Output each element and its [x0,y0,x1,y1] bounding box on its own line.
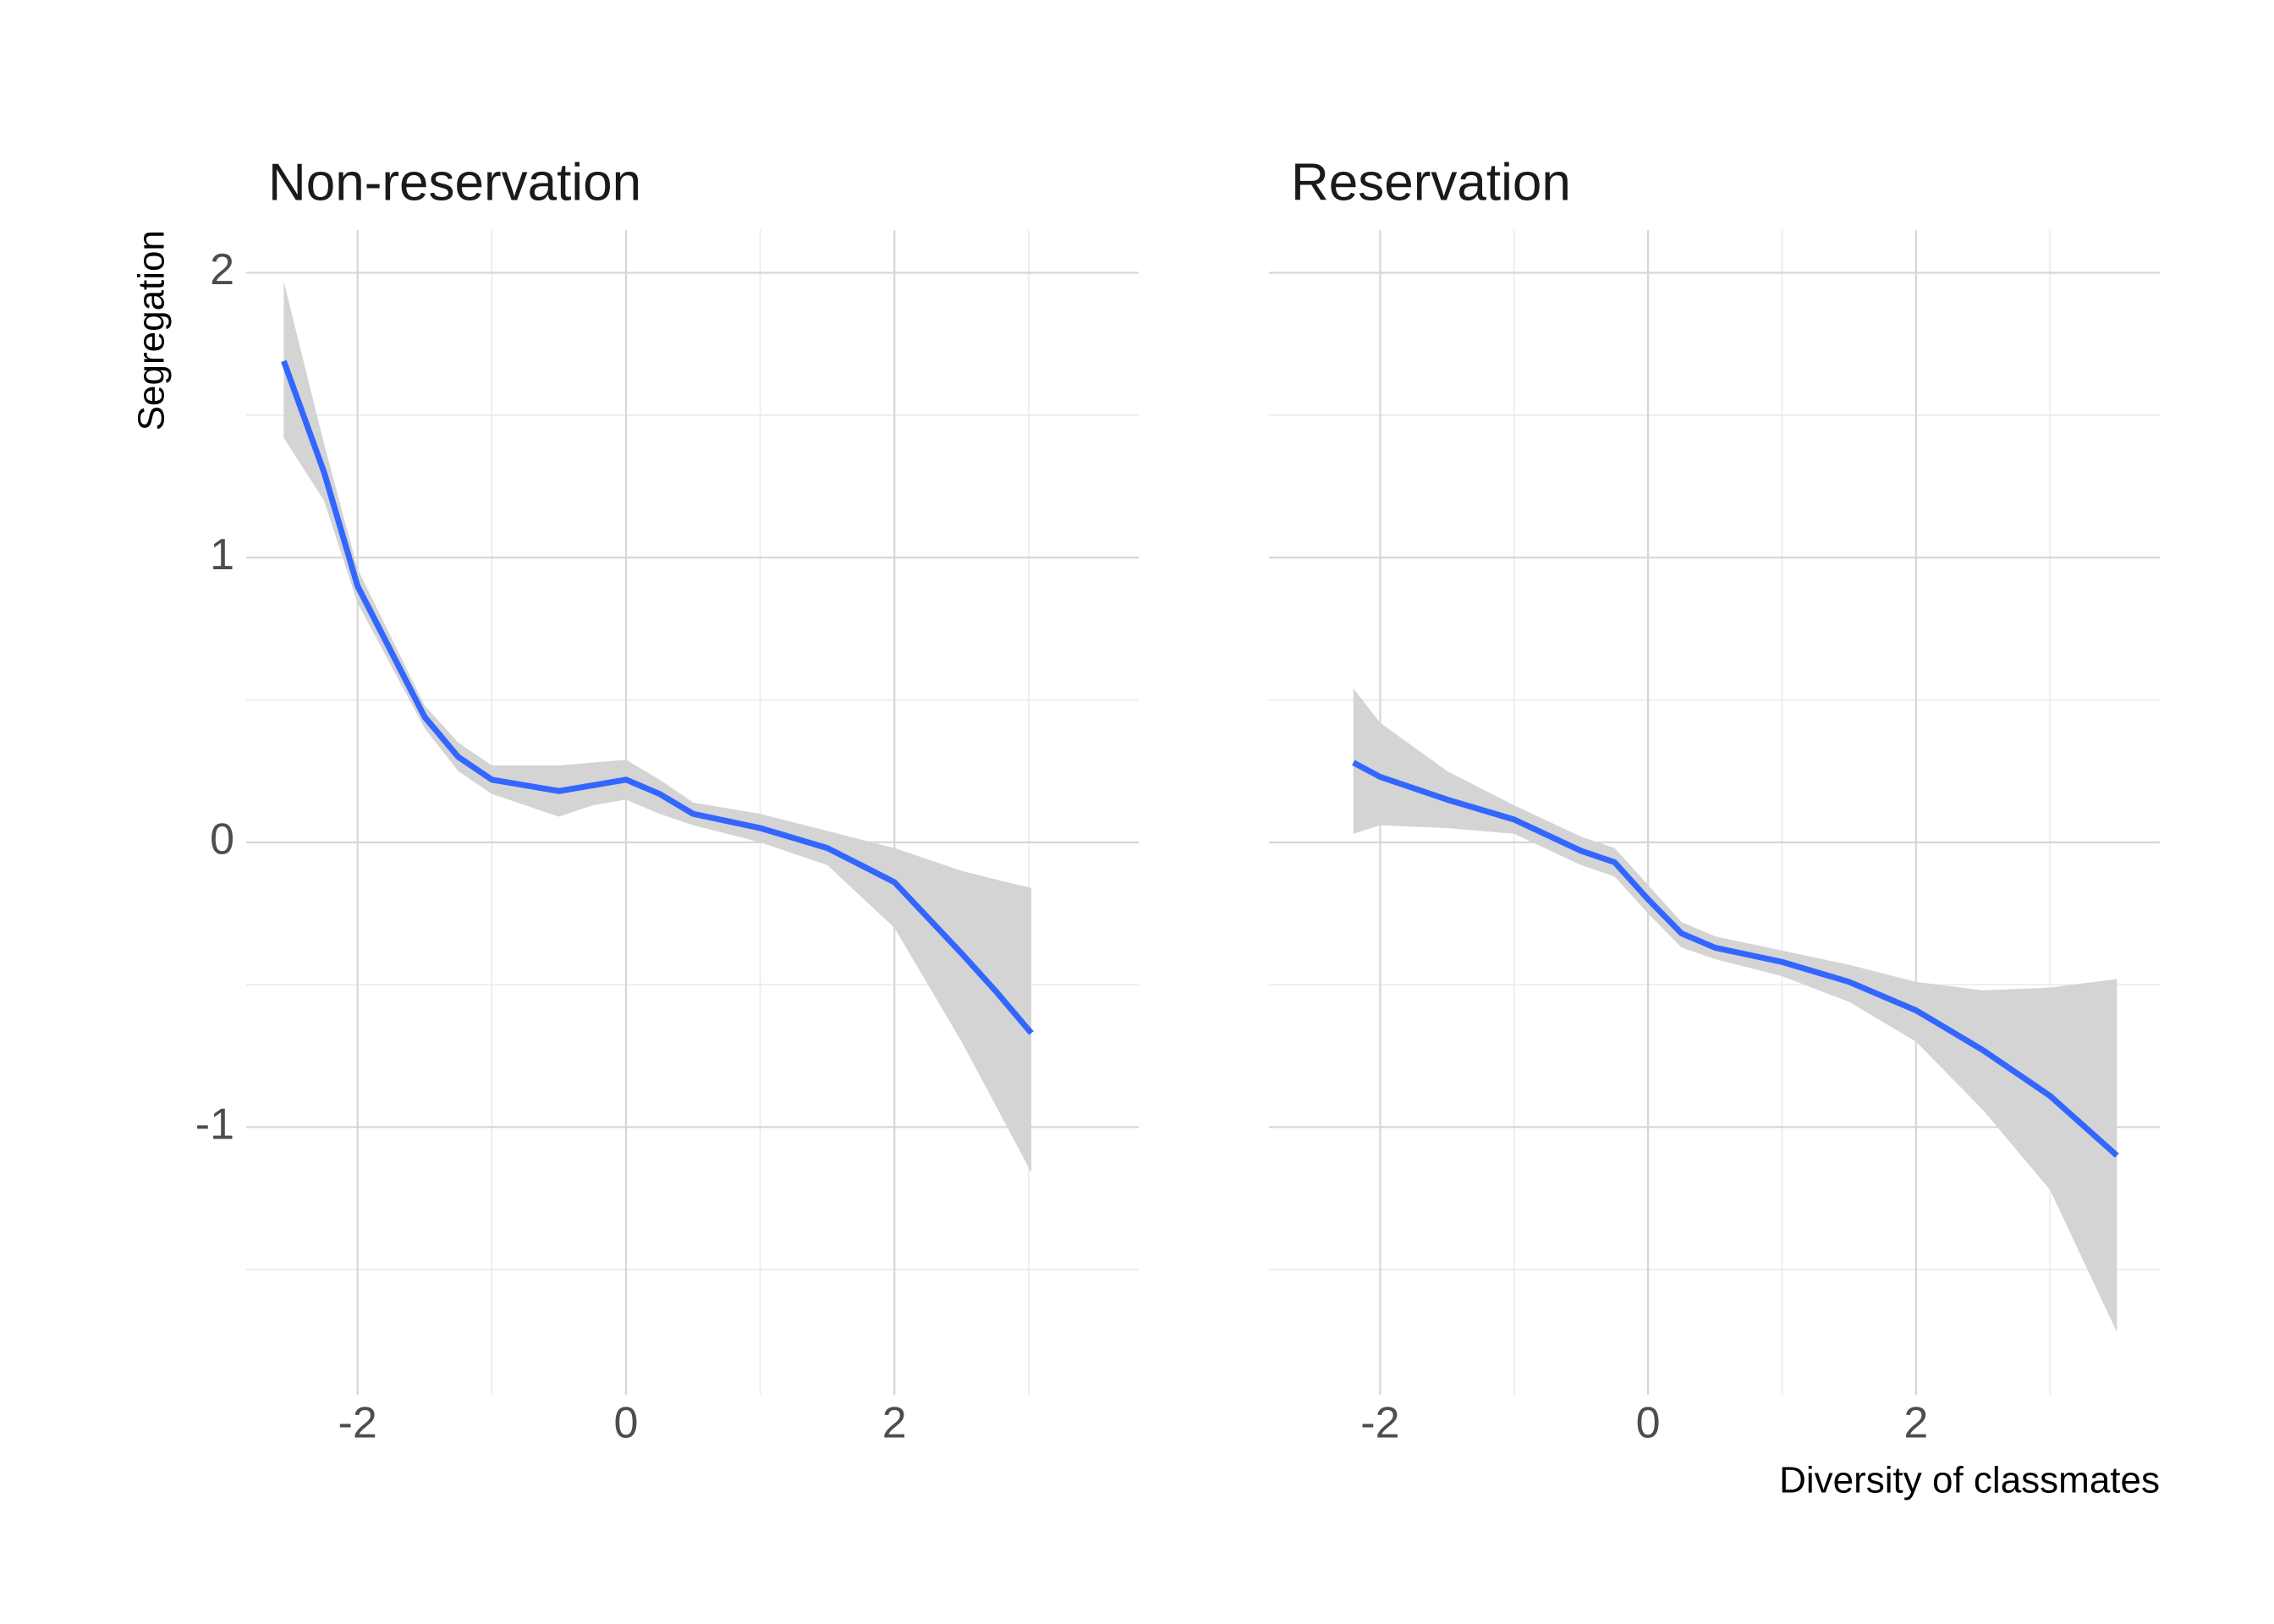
x-axis-title: Diversity of classmates [1779,1460,2160,1501]
confidence-band [1353,689,2117,1332]
x-tick-label: 0 [614,1399,639,1448]
x-tick-label: 0 [1636,1399,1661,1448]
y-tick-label: 1 [210,530,234,579]
x-tick-label: 2 [882,1399,907,1448]
x-tick-label: 2 [1903,1399,1928,1448]
y-tick-label: 0 [210,815,234,864]
x-tick-label: -2 [1360,1399,1399,1448]
smooth-line [281,359,1034,1035]
y-tick-label: 2 [210,245,234,294]
smooth-line [1352,760,2119,1158]
panel-title: Non-reservation [268,153,641,211]
panel-title: Reservation [1291,153,1571,211]
y-axis-title: Segregation [131,230,173,431]
y-tick-label: -1 [195,1100,234,1149]
x-tick-label: -2 [338,1399,377,1448]
